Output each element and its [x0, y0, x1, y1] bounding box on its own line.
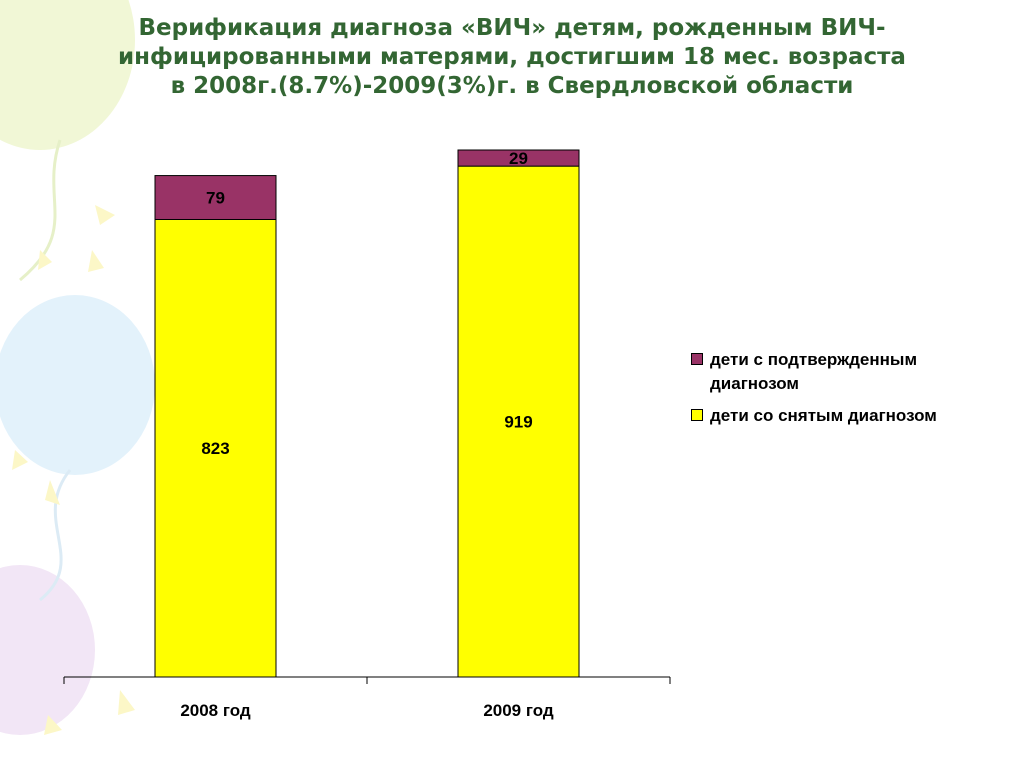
legend-item-confirmed: дети с подтвержденным диагнозом — [688, 348, 988, 396]
data-label-removed-1: 919 — [504, 413, 532, 432]
legend-label-removed: дети со снятым диагнозом — [710, 406, 937, 425]
data-label-confirmed-0: 79 — [206, 189, 225, 208]
title-line-2: инфицированными матерями, достигшим 18 м… — [118, 44, 906, 70]
x-tick-label-1: 2009 год — [483, 701, 554, 720]
bar-segment-removed-1 — [457, 165, 580, 678]
bar-segment-confirmed-1 — [457, 149, 580, 167]
chart-title: Верификация диагноза «ВИЧ» детям, рожден… — [40, 14, 984, 101]
legend-swatch-removed — [691, 409, 703, 421]
legend-item-removed: дети со снятым диагнозом — [688, 404, 988, 428]
data-label-removed-0: 823 — [201, 439, 229, 458]
bar-segment-removed-0 — [154, 218, 277, 678]
title-line-1: Верификация диагноза «ВИЧ» детям, рожден… — [138, 15, 886, 41]
legend-swatch-confirmed — [691, 353, 703, 365]
x-tick-label-0: 2008 год — [180, 701, 251, 720]
title-line-3: в 2008г.(8.7%)-2009(3%)г. в Свердловской… — [170, 73, 854, 99]
bar-segment-confirmed-0 — [154, 175, 277, 220]
data-label-confirmed-1: 29 — [509, 149, 528, 168]
legend: дети с подтвержденным диагнозом дети со … — [688, 348, 988, 436]
legend-label-confirmed: дети с подтвержденным диагнозом — [710, 350, 918, 393]
